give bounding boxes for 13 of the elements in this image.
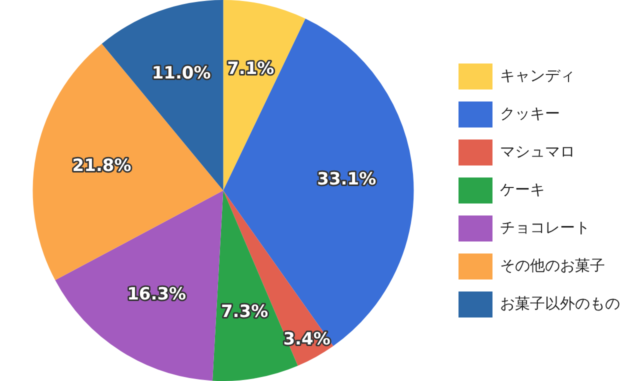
data-label: 33.1% — [317, 169, 376, 190]
legend-label: キャンディ — [500, 66, 575, 84]
legend-label: マシュマロ — [500, 142, 575, 160]
legend-label: お菓子以外のもの — [500, 294, 620, 312]
data-label: 7.1% — [227, 59, 274, 80]
legend-label: その他のお菓子 — [500, 256, 605, 274]
data-label: 7.3% — [220, 302, 268, 322]
data-label: 11.0% — [152, 63, 211, 84]
data-label: 16.3% — [127, 284, 186, 304]
legend-label: チョコレート — [500, 218, 590, 236]
legend-label: クッキー — [500, 104, 560, 122]
legend-label: ケーキ — [500, 180, 545, 198]
data-label: 21.8% — [72, 156, 132, 176]
